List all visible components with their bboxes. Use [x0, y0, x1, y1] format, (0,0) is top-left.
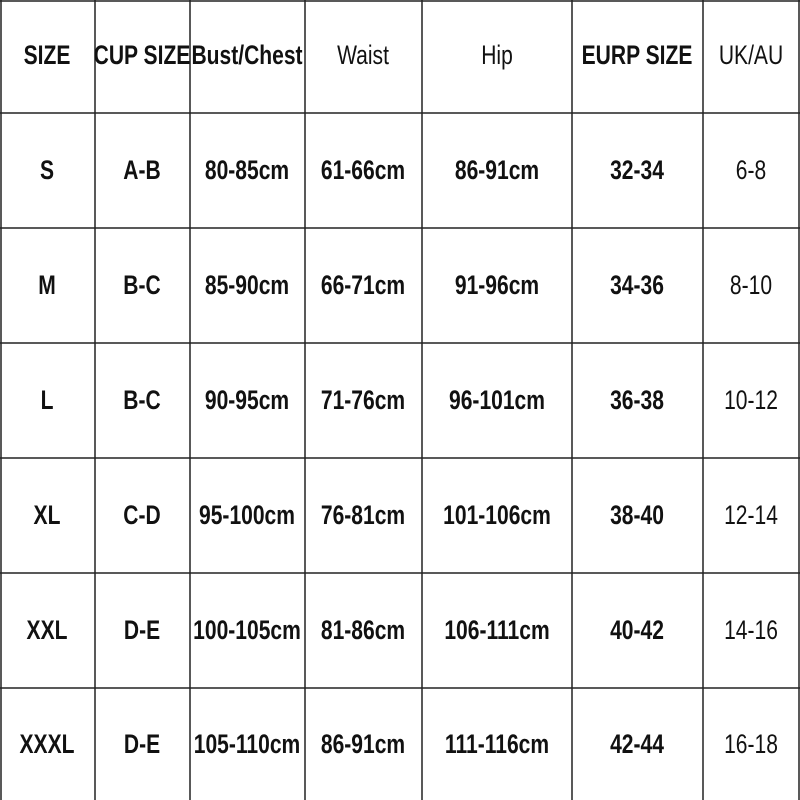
table-cell: 105-110cm: [194, 730, 301, 760]
table-cell: 40-42: [610, 616, 664, 646]
table-cell: 8-10: [730, 271, 772, 301]
table-cell: 14-16: [724, 616, 778, 646]
table-cell: 86-91cm: [455, 156, 539, 186]
header-cell: SIZE: [24, 41, 71, 71]
header-cell: CUP SIZE: [94, 41, 191, 71]
table-cell: 81-86cm: [321, 616, 405, 646]
table-cell: D-E: [124, 616, 160, 646]
header-cell: Bust/Chest: [191, 41, 302, 71]
table-cell: 38-40: [610, 501, 664, 531]
table-cell: 42-44: [610, 730, 664, 760]
table-cell: 80-85cm: [205, 156, 289, 186]
table-cell: M: [38, 271, 56, 301]
table-cell: 106-111cm: [444, 616, 549, 646]
table-cell: 66-71cm: [321, 271, 405, 301]
table-cell: 111-116cm: [445, 730, 549, 760]
table-cell: 86-91cm: [321, 730, 405, 760]
table-cell: XL: [34, 501, 61, 531]
table-cell: 34-36: [610, 271, 664, 301]
table-cell: 85-90cm: [205, 271, 289, 301]
header-cell: Waist: [337, 41, 389, 71]
table-cell: 76-81cm: [321, 501, 405, 531]
table-cell: 91-96cm: [455, 271, 539, 301]
table-cell: XXL: [27, 616, 68, 646]
table-cell: A-B: [123, 156, 160, 186]
table-cell: L: [41, 386, 54, 416]
table-cell: 96-101cm: [449, 386, 545, 416]
table-cell: 16-18: [724, 730, 778, 760]
table-cell: 32-34: [610, 156, 664, 186]
table-cell: C-D: [123, 501, 160, 531]
header-cell: EURP SIZE: [582, 41, 693, 71]
table-cell: 36-38: [610, 386, 664, 416]
table-cell: 71-76cm: [321, 386, 405, 416]
header-cell: UK/AU: [719, 41, 783, 71]
table-cell: XXXL: [20, 730, 75, 760]
table-cell: S: [40, 156, 54, 186]
table-cell: 100-105cm: [193, 616, 301, 646]
header-cell: Hip: [481, 41, 513, 71]
table-cell: 101-106cm: [443, 501, 551, 531]
table-cell: B-C: [123, 271, 160, 301]
table-cell: 10-12: [724, 386, 778, 416]
table-cell: D-E: [124, 730, 160, 760]
table-cell: 6-8: [736, 156, 766, 186]
table-cell: 61-66cm: [321, 156, 405, 186]
table-cell: 90-95cm: [205, 386, 289, 416]
table-cell: B-C: [123, 386, 160, 416]
table-cell: 12-14: [724, 501, 778, 531]
table-cell: 95-100cm: [199, 501, 295, 531]
